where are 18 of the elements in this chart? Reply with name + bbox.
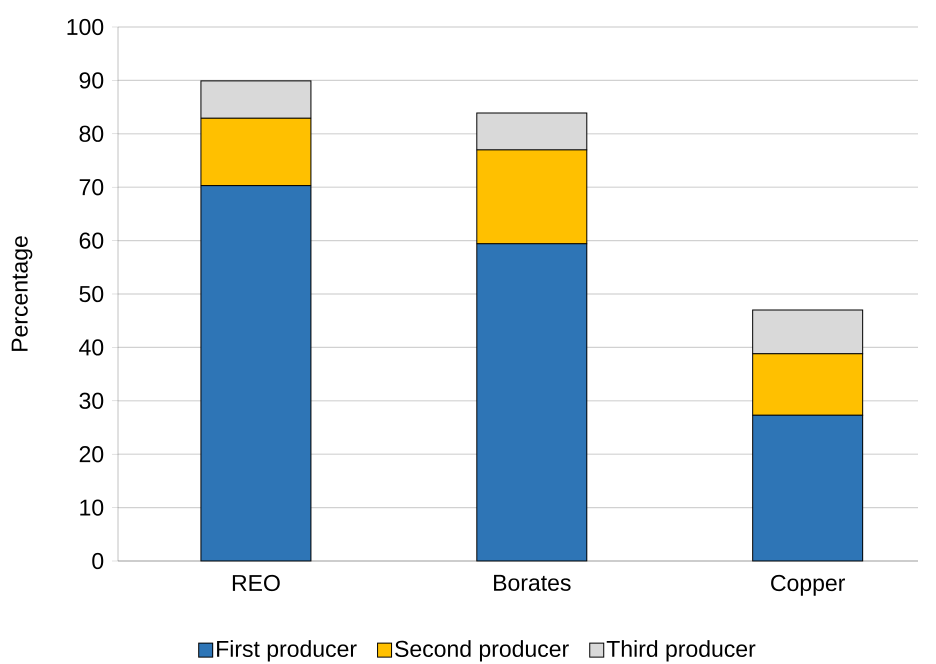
x-tick-label: Copper — [771, 574, 845, 596]
y-tick-label: 60 — [80, 232, 104, 249]
y-tick-label: 0 — [92, 552, 104, 570]
x-tick-label: REO — [232, 574, 280, 592]
legend-label: Third producer — [606, 640, 756, 662]
x-tick-label: Borates — [494, 574, 571, 591]
legend-label: Second producer — [395, 640, 569, 662]
y-tick-label: 30 — [79, 392, 104, 409]
y-axis-title: Percentage — [12, 236, 32, 351]
y-tick-label: 90 — [80, 72, 104, 89]
y-tick-label: 50 — [79, 286, 104, 302]
y-tick-label: 70 — [80, 179, 104, 196]
y-tick-label: 100 — [68, 18, 104, 36]
legend-label: First producer — [217, 640, 357, 662]
y-tick-label: 20 — [80, 446, 104, 462]
y-tick-label: 10 — [80, 499, 104, 516]
y-tick-label: 40 — [79, 339, 104, 356]
y-tick-label: 80 — [80, 126, 104, 142]
